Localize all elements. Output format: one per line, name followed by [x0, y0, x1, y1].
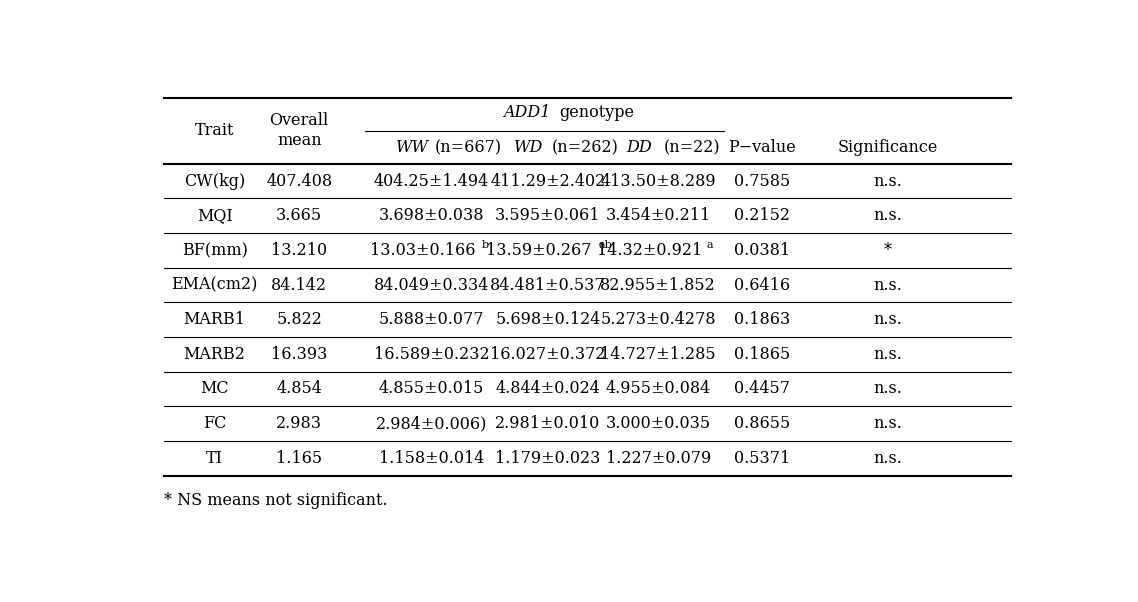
Text: 0.7585: 0.7585: [734, 173, 791, 190]
Text: 16.393: 16.393: [271, 346, 328, 363]
Text: WW: WW: [396, 140, 429, 157]
Text: (n=22): (n=22): [663, 140, 720, 157]
Text: 5.822: 5.822: [277, 311, 322, 328]
Text: 5.698±0.124: 5.698±0.124: [495, 311, 601, 328]
Text: 84.049±0.334: 84.049±0.334: [374, 276, 489, 294]
Text: 0.8655: 0.8655: [734, 415, 791, 432]
Text: n.s.: n.s.: [873, 276, 902, 294]
Text: *: *: [883, 242, 891, 259]
Text: 13.59±0.267: 13.59±0.267: [486, 242, 592, 259]
Text: 16.027±0.372: 16.027±0.372: [490, 346, 605, 363]
Text: * NS means not significant.: * NS means not significant.: [164, 492, 388, 509]
Text: a: a: [707, 240, 714, 250]
Text: 4.854: 4.854: [277, 380, 322, 397]
Text: TI: TI: [206, 450, 223, 467]
Text: n.s.: n.s.: [873, 346, 902, 363]
Text: EMA(cm2): EMA(cm2): [172, 276, 258, 294]
Text: 1.227±0.079: 1.227±0.079: [605, 450, 711, 467]
Text: 5.273±0.4278: 5.273±0.4278: [601, 311, 716, 328]
Text: 3.698±0.038: 3.698±0.038: [379, 207, 485, 225]
Text: n.s.: n.s.: [873, 173, 902, 190]
Text: MQI: MQI: [197, 207, 232, 225]
Text: P−value: P−value: [728, 139, 797, 156]
Text: 411.29±2.402: 411.29±2.402: [490, 173, 605, 190]
Text: 3.665: 3.665: [277, 207, 322, 225]
Text: 1.158±0.014: 1.158±0.014: [379, 450, 484, 467]
Text: 0.4457: 0.4457: [734, 380, 790, 397]
Text: n.s.: n.s.: [873, 415, 902, 432]
Text: DD: DD: [626, 140, 652, 157]
Text: 16.589±0.232: 16.589±0.232: [373, 346, 489, 363]
Text: MC: MC: [200, 380, 229, 397]
Text: 413.50±8.289: 413.50±8.289: [601, 173, 716, 190]
Text: 1.165: 1.165: [277, 450, 322, 467]
Text: 2.983: 2.983: [277, 415, 322, 432]
Text: (n=667): (n=667): [435, 140, 502, 157]
Text: 4.844±0.024: 4.844±0.024: [495, 380, 601, 397]
Text: 3.000±0.035: 3.000±0.035: [605, 415, 711, 432]
Text: 2.984±0.006): 2.984±0.006): [376, 415, 487, 432]
Text: 0.0381: 0.0381: [734, 242, 790, 259]
Text: 84.481±0.537: 84.481±0.537: [490, 276, 605, 294]
Text: BF(mm): BF(mm): [182, 242, 247, 259]
Text: 0.6416: 0.6416: [734, 276, 790, 294]
Text: 4.855±0.015: 4.855±0.015: [379, 380, 484, 397]
Text: (n=262): (n=262): [552, 140, 618, 157]
Text: 2.981±0.010: 2.981±0.010: [495, 415, 601, 432]
Text: 82.955±1.852: 82.955±1.852: [601, 276, 716, 294]
Text: 0.5371: 0.5371: [734, 450, 791, 467]
Text: FC: FC: [203, 415, 226, 432]
Text: 3.454±0.211: 3.454±0.211: [605, 207, 711, 225]
Text: n.s.: n.s.: [873, 207, 902, 225]
Text: 407.408: 407.408: [266, 173, 332, 190]
Text: 0.2152: 0.2152: [734, 207, 790, 225]
Text: 14.32±0.921: 14.32±0.921: [596, 242, 702, 259]
Text: 5.888±0.077: 5.888±0.077: [379, 311, 485, 328]
Text: 404.25±1.494: 404.25±1.494: [374, 173, 489, 190]
Text: 0.1863: 0.1863: [734, 311, 791, 328]
Text: Significance: Significance: [838, 139, 938, 156]
Text: genotype: genotype: [560, 104, 634, 121]
Text: 13.210: 13.210: [271, 242, 328, 259]
Text: 3.595±0.061: 3.595±0.061: [495, 207, 601, 225]
Text: Trait: Trait: [195, 122, 234, 139]
Text: Overall
mean: Overall mean: [270, 113, 329, 149]
Text: 84.142: 84.142: [271, 276, 328, 294]
Text: MARB1: MARB1: [183, 311, 246, 328]
Text: MARB2: MARB2: [183, 346, 246, 363]
Text: n.s.: n.s.: [873, 380, 902, 397]
Text: 0.1865: 0.1865: [734, 346, 791, 363]
Text: ab: ab: [599, 240, 612, 250]
Text: ADD1: ADD1: [503, 104, 551, 121]
Text: 14.727±1.285: 14.727±1.285: [601, 346, 716, 363]
Text: n.s.: n.s.: [873, 311, 902, 328]
Text: CW(kg): CW(kg): [184, 173, 245, 190]
Text: n.s.: n.s.: [873, 450, 902, 467]
Text: 13.03±0.166: 13.03±0.166: [370, 242, 476, 259]
Text: WD: WD: [514, 140, 543, 157]
Text: b: b: [481, 240, 489, 250]
Text: 4.955±0.084: 4.955±0.084: [605, 380, 711, 397]
Text: 1.179±0.023: 1.179±0.023: [495, 450, 601, 467]
